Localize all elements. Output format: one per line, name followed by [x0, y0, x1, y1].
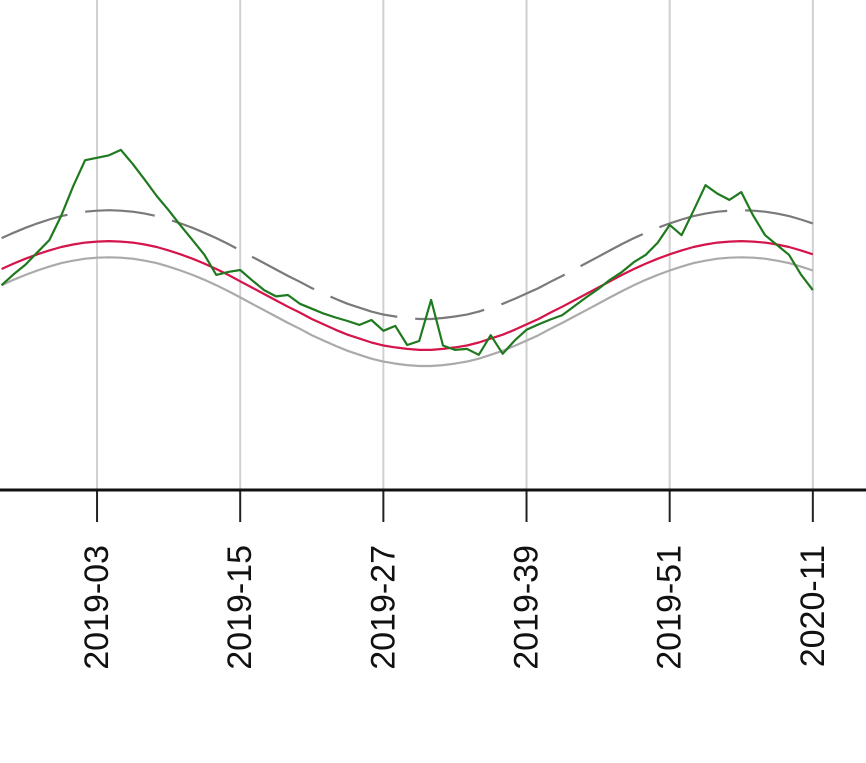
x-tick-label: 2019-15 — [221, 545, 259, 670]
x-tick-label: 2020-11 — [794, 545, 832, 667]
series-line — [1, 256, 814, 368]
x-tick-label: 2019-03 — [78, 545, 116, 670]
x-tick-label: 2019-27 — [364, 545, 402, 670]
series-line — [1, 209, 814, 321]
x-tick-label: 2019-51 — [651, 545, 689, 670]
series-line — [1, 240, 814, 351]
x-tick-label: 2019-39 — [508, 545, 546, 670]
series-line — [0, 148, 814, 356]
